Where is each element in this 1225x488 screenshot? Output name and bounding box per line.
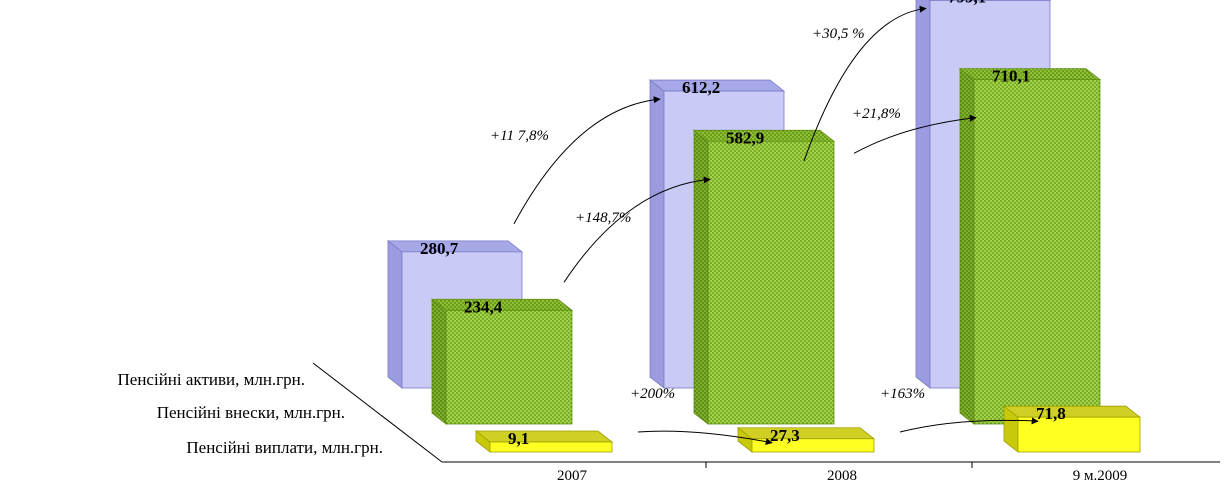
value-label-0-2: 799,1 [948,0,986,6]
category-label-1: 2008 [827,468,857,484]
bar-2-1 [736,426,876,453]
value-label-0-0: 280,7 [420,239,459,258]
value-label-1-1: 582,9 [726,128,764,147]
bar-side [649,79,665,389]
bar-side [693,129,709,425]
bar-1-1 [692,129,836,425]
bar-front [707,140,835,425]
bar-side [431,298,447,425]
value-label-1-0: 234,4 [464,297,503,316]
series-labels-group: Пенсійні активи, млн.грн. Пенсійні внески… [118,370,384,457]
bar-side [915,0,931,389]
bar-side [959,67,975,425]
growth-arrow-5 [899,417,1039,433]
value-label-2-1: 27,3 [770,426,800,445]
category-label-0: 2007 [557,468,588,484]
value-label-2-2: 71,8 [1036,404,1066,423]
bar-top [1002,405,1142,418]
bar-front [751,438,875,453]
bar-2-0 [474,430,614,453]
bar-front [445,309,573,425]
growth-label-2: +200% [630,386,675,402]
growth-arrow-3 [803,5,927,162]
bar-front [489,441,613,453]
bar-2-2 [1002,405,1142,453]
growth-label-0: +11 7,8% [490,128,549,144]
growth-label-4: +21,8% [852,106,901,122]
growth-arrow-0 [513,96,661,225]
bar-front [973,79,1101,425]
growth-arrow-1 [563,176,711,283]
growth-arrow-4 [853,114,977,154]
category-label-2: 9 м.2009 [1073,468,1128,484]
bar-side [387,240,403,389]
bar-1-0 [430,298,574,425]
series-label-2: Пенсійні виплати, млн.грн. [186,438,383,457]
growth-arrow-2 [637,430,773,446]
growth-labels-group: +11 7,8% +148,7% +200% +30,5 % +21,8% +163% [490,26,925,402]
bar-top [736,427,876,440]
growth-label-1: +148,7% [575,210,631,226]
depth-axis [312,362,443,463]
value-label-1-2: 710,1 [992,67,1030,86]
growth-label-3: +30,5 % [812,26,865,42]
category-labels-group: 2007 2008 9 м.2009 [557,462,1127,484]
series-label-1: Пенсійні внески, млн.грн. [157,403,345,422]
value-label-0-1: 612,2 [682,78,720,97]
bar-top [474,430,614,443]
bar-1-2 [958,67,1102,425]
series-label-0: Пенсійні активи, млн.грн. [118,370,306,389]
value-labels-group: 280,7 612,2 799,1 234,4 582,9 710,1 9,1 27,3 71,… [420,0,1066,448]
growth-label-5: +163% [880,386,925,402]
growth-arrows-group [513,5,1039,446]
value-label-2-0: 9,1 [508,429,529,448]
bars-group [386,0,1142,453]
